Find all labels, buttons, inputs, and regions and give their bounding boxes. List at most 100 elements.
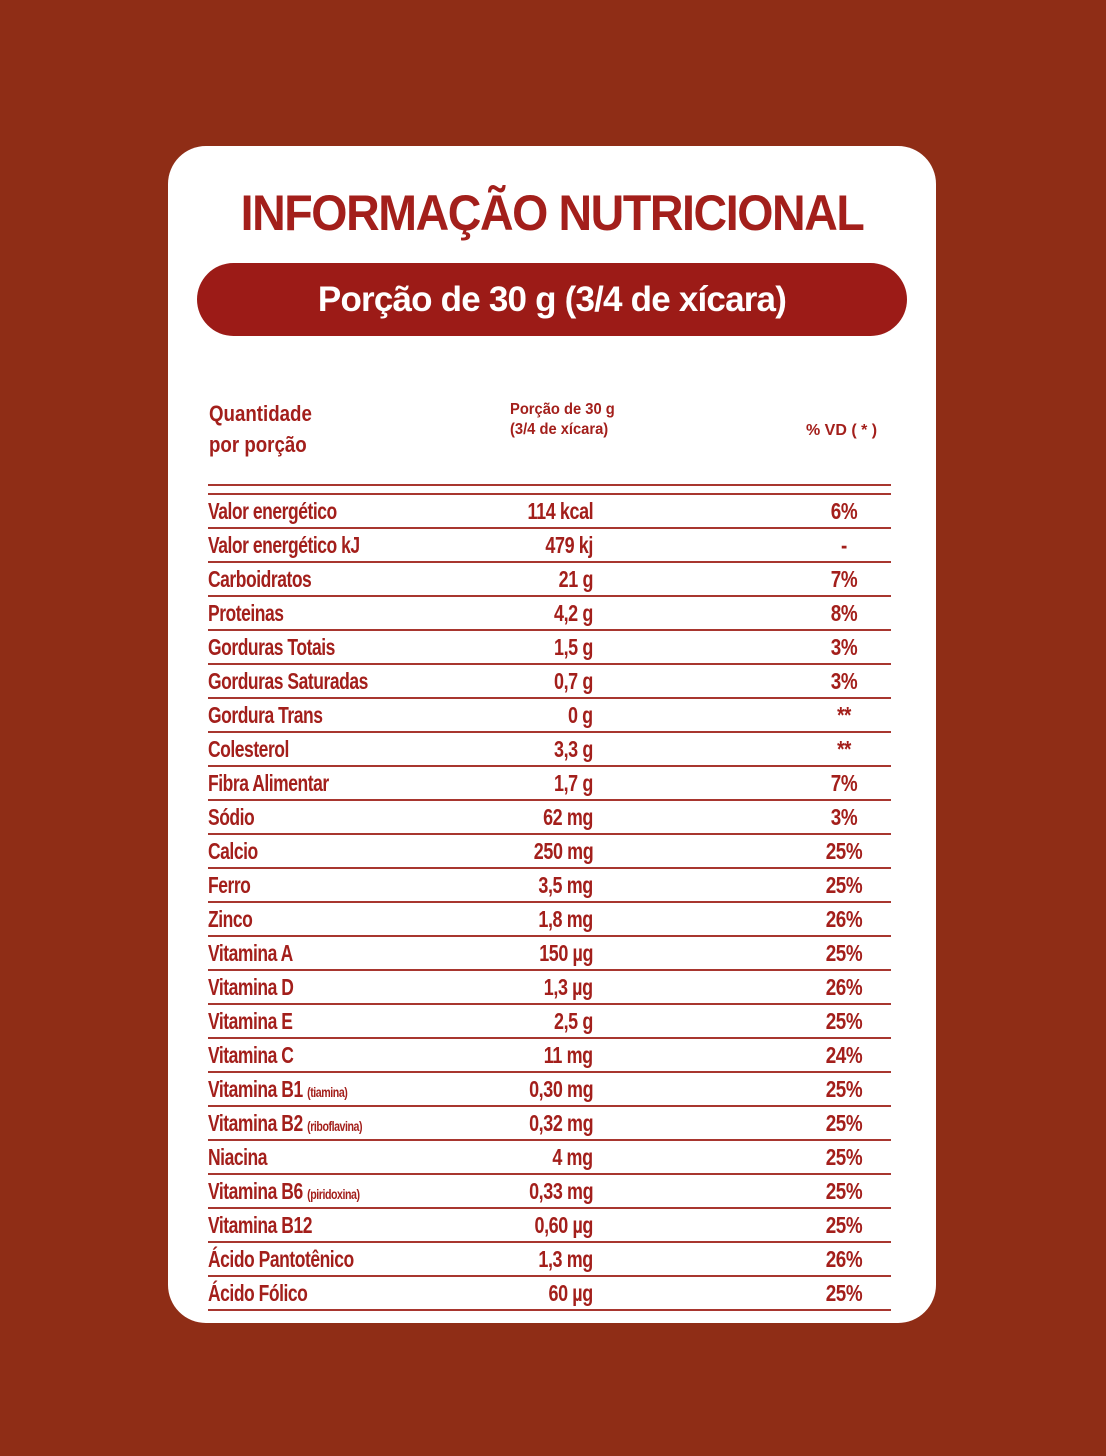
nutrient-amount: 3,5 mg	[538, 872, 593, 898]
nutrient-label: Vitamina E	[208, 1008, 293, 1034]
nutrition-table: Valor energético 114 kcal 6% Valor energéti…	[208, 484, 891, 1311]
daily-value-percent: 7%	[830, 770, 858, 796]
nutrition-facts-card: INFORMAÇÃO NUTRICIONAL Porção de 30 g (3…	[168, 146, 936, 1323]
table-row: Sódio 62 mg 3%	[208, 801, 891, 835]
nutrient-name: Gorduras Totais	[208, 634, 335, 661]
nutrient-label: Vitamina C	[208, 1042, 294, 1068]
page-title: INFORMAÇÃO NUTRICIONAL	[240, 185, 865, 241]
nutrient-label: Gorduras Totais	[208, 634, 335, 660]
nutrient-label: Valor energético kJ	[208, 532, 360, 558]
nutrient-name: Gordura Trans	[208, 702, 323, 729]
nutrient-label: Colesterol	[208, 736, 289, 762]
table-row: Gorduras Saturadas 0,7 g 3%	[208, 665, 891, 699]
table-row: Carboidratos 21 g 7%	[208, 563, 891, 597]
nutrient-name: Ácido Fólico	[208, 1280, 308, 1307]
table-row: Proteinas 4,2 g 8%	[208, 597, 891, 631]
nutrient-name: Ferro	[208, 872, 251, 899]
daily-value-percent: 25%	[825, 838, 863, 864]
nutrient-label: Gordura Trans	[208, 702, 323, 728]
nutrient-amount: 150 µg	[539, 940, 593, 966]
nutrient-name: Fibra Alimentar	[208, 770, 329, 797]
daily-value-percent: -	[841, 532, 847, 558]
nutrient-label: Vitamina B6	[208, 1178, 303, 1204]
daily-value-percent: 24%	[825, 1042, 863, 1068]
nutrient-amount: 0,32 mg	[528, 1110, 593, 1136]
nutrient-note: (riboflavina)	[307, 1118, 363, 1134]
nutrient-amount: 250 mg	[533, 838, 594, 864]
quantity-per-portion-header: Quantidade por porção	[209, 398, 312, 460]
nutrient-label: Gorduras Saturadas	[208, 668, 368, 694]
table-row: Vitamina E 2,5 g 25%	[208, 1005, 891, 1039]
nutrient-label: Valor energético	[208, 498, 337, 524]
table-row: Vitamina B2 (riboflavina) 0,32 mg 25%	[208, 1107, 891, 1141]
daily-value-percent: 26%	[825, 906, 863, 932]
nutrient-amount: 0,60 µg	[534, 1212, 594, 1238]
daily-value-percent: 25%	[825, 1280, 863, 1306]
daily-value-percent: 25%	[825, 1110, 863, 1136]
table-row: Ácido Pantotênico 1,3 mg 26%	[208, 1243, 891, 1277]
nutrient-label: Vitamina B1	[208, 1076, 303, 1102]
nutrient-label: Carboidratos	[208, 566, 312, 592]
portion-header-line1: Porção de 30 g	[510, 401, 615, 418]
nutrient-name: Proteinas	[208, 600, 284, 627]
nutrient-label: Fibra Alimentar	[208, 770, 329, 796]
daily-value-percent: 25%	[825, 1178, 863, 1204]
nutrient-label: Zinco	[208, 906, 253, 932]
nutrient-label: Vitamina B12	[208, 1212, 313, 1238]
nutrient-amount: 1,8 mg	[538, 906, 593, 932]
nutrient-label: Ácido Fólico	[208, 1280, 308, 1306]
daily-value-percent: 25%	[825, 1008, 863, 1034]
nutrient-name: Colesterol	[208, 736, 289, 763]
nutrient-name: Vitamina B2 (riboflavina)	[208, 1110, 363, 1137]
nutrient-amount: 1,5 g	[554, 634, 593, 660]
portion-banner: Porção de 30 g (3/4 de xícara)	[197, 263, 907, 336]
daily-value-percent: 6%	[830, 498, 858, 524]
table-row: Niacina 4 mg 25%	[208, 1141, 891, 1175]
nutrient-note: (piridoxina)	[307, 1186, 360, 1202]
nutrient-name: Vitamina B6 (piridoxina)	[208, 1178, 360, 1205]
nutrient-label: Sódio	[208, 804, 255, 830]
nutrient-amount: 11 mg	[544, 1042, 593, 1068]
nutrient-name: Valor energético	[208, 498, 337, 525]
nutrient-name: Calcio	[208, 838, 258, 865]
daily-value-percent: 26%	[825, 974, 863, 1000]
table-row: Valor energético kJ 479 kj -	[208, 529, 891, 563]
portion-header-line2: (3/4 de xícara)	[510, 421, 609, 438]
nutrient-label: Ferro	[208, 872, 251, 898]
nutrient-name: Carboidratos	[208, 566, 312, 593]
nutrient-amount: 114 kcal	[527, 498, 593, 524]
table-row: Gordura Trans 0 g **	[208, 699, 891, 733]
daily-value-percent: 25%	[825, 1144, 863, 1170]
nutrient-amount: 1,7 g	[554, 770, 593, 796]
nutrient-amount: 1,3 µg	[544, 974, 593, 1000]
portion-column-header: Porção de 30 g (3/4 de xícara)	[510, 400, 615, 440]
nutrient-name: Vitamina D	[208, 974, 294, 1001]
table-row: Colesterol 3,3 g **	[208, 733, 891, 767]
daily-value-percent: **	[837, 736, 851, 762]
daily-value-percent: 26%	[825, 1246, 863, 1272]
nutrient-amount: 4 mg	[552, 1144, 594, 1170]
daily-value-column-header: % VD ( * )	[806, 422, 878, 439]
nutrient-note: (tiamina)	[307, 1084, 348, 1100]
nutrient-amount: 3,3 g	[554, 736, 593, 762]
nutrient-amount: 0 g	[568, 702, 593, 728]
table-row: Ferro 3,5 mg 25%	[208, 869, 891, 903]
nutrient-name: Sódio	[208, 804, 255, 831]
nutrient-name: Zinco	[208, 906, 253, 933]
quantity-header-line2: por porção	[209, 432, 307, 457]
table-row: Vitamina B1 (tiamina) 0,30 mg 25%	[208, 1073, 891, 1107]
nutrient-amount: 0,7 g	[554, 668, 593, 694]
nutrient-name: Vitamina B1 (tiamina)	[208, 1076, 348, 1103]
table-row: Vitamina D 1,3 µg 26%	[208, 971, 891, 1005]
daily-value-percent: 3%	[830, 668, 858, 694]
daily-value-percent: **	[837, 702, 851, 728]
nutrient-amount: 60 µg	[548, 1280, 594, 1306]
table-row: Vitamina B12 0,60 µg 25%	[208, 1209, 891, 1243]
table-row: Zinco 1,8 mg 26%	[208, 903, 891, 937]
daily-value-percent: 25%	[825, 1076, 863, 1102]
nutrient-amount: 1,3 mg	[538, 1246, 593, 1272]
nutrient-name: Vitamina E	[208, 1008, 293, 1035]
nutrient-label: Vitamina A	[208, 940, 293, 966]
nutrient-name: Niacina	[208, 1144, 267, 1171]
daily-value-percent: 8%	[830, 600, 858, 626]
